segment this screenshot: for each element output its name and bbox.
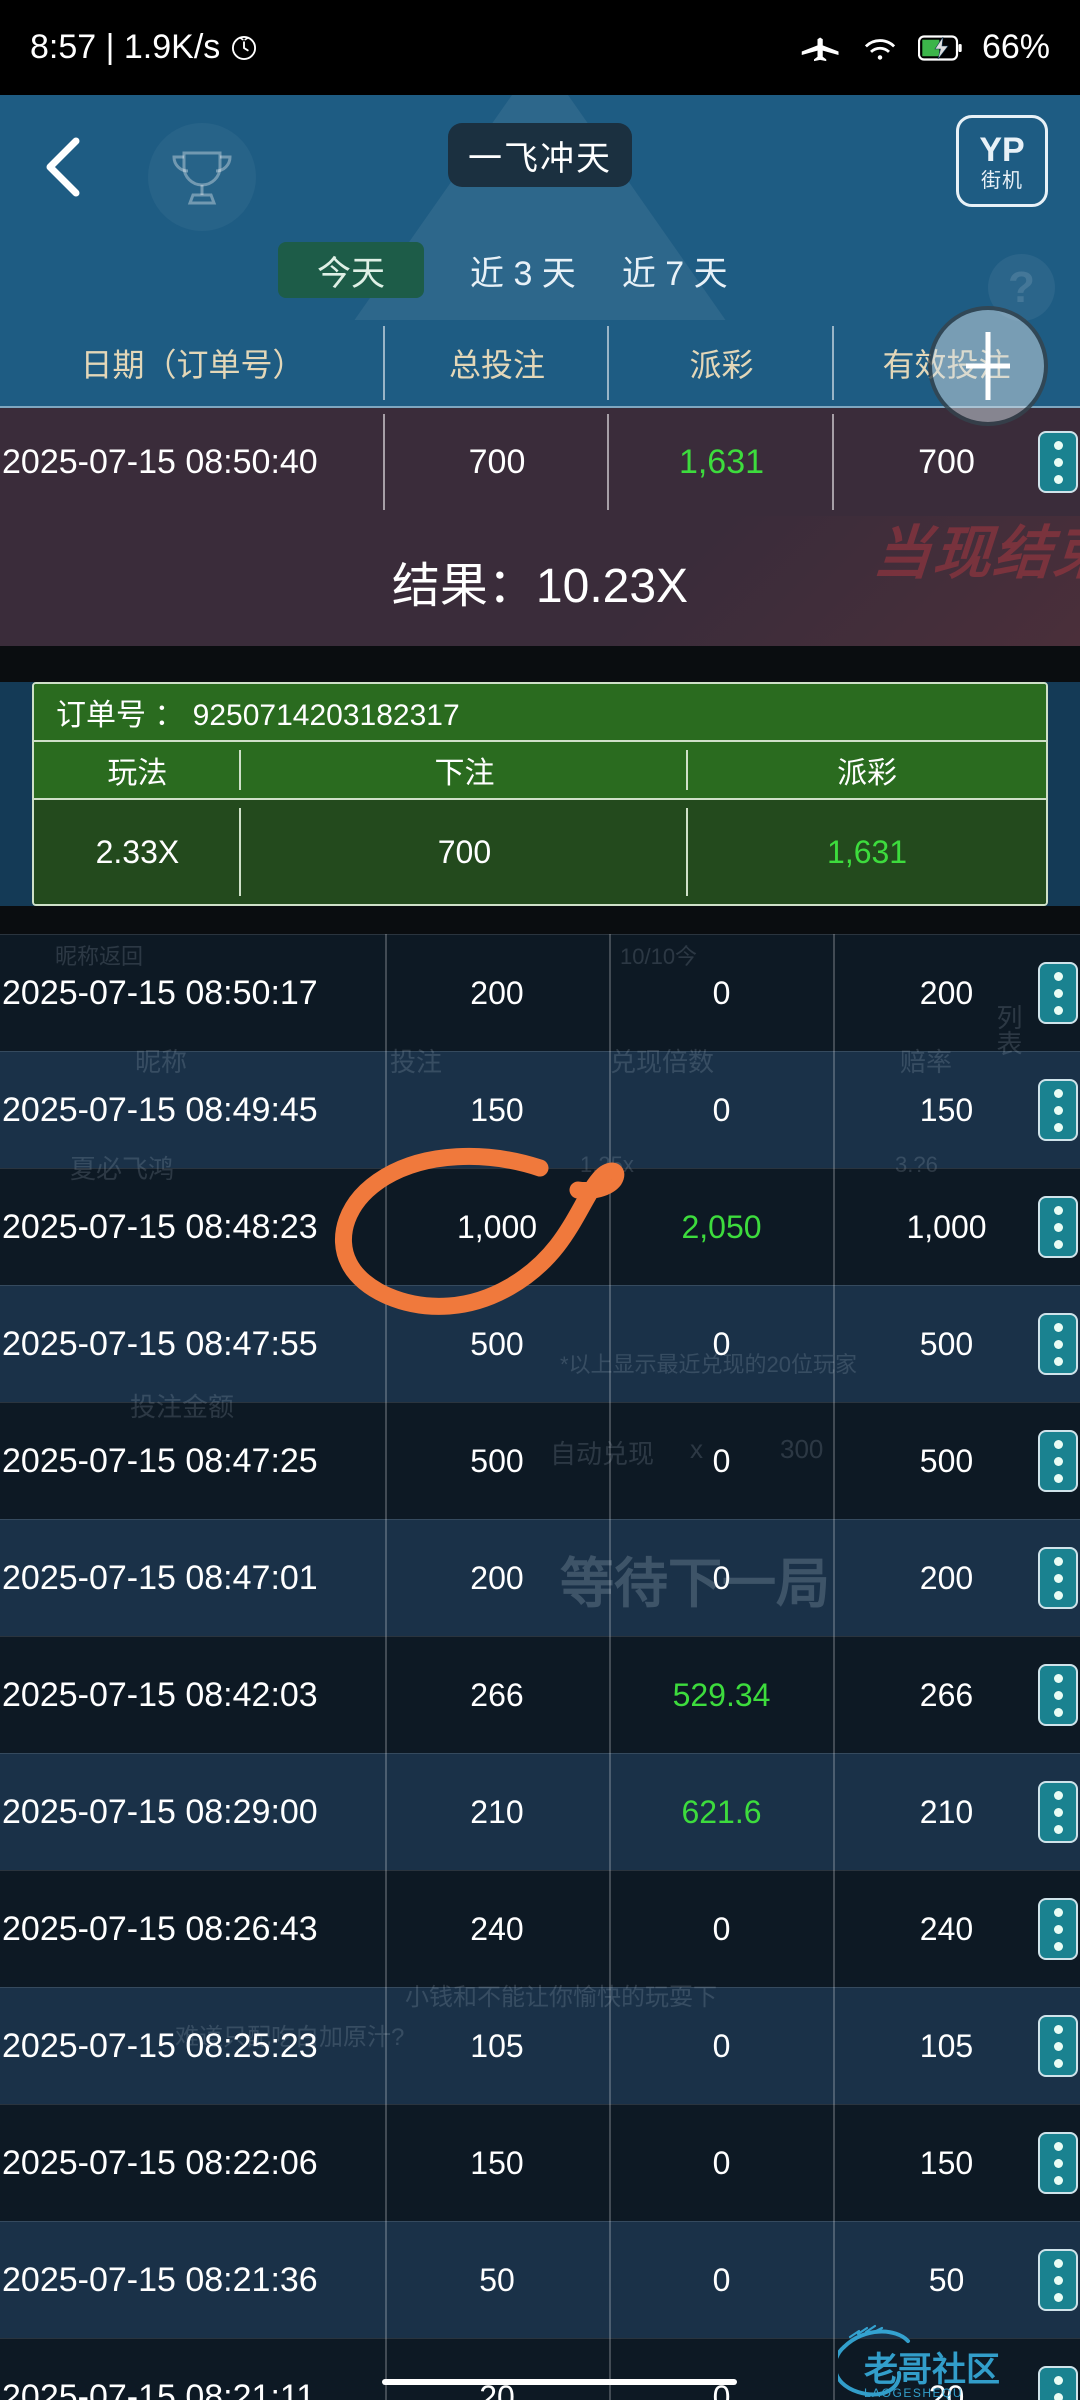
svg-text:老哥社区: 老哥社区: [864, 2351, 1000, 2389]
svg-text:LAOGESHEQU: LAOGESHEQU: [864, 2386, 963, 2400]
